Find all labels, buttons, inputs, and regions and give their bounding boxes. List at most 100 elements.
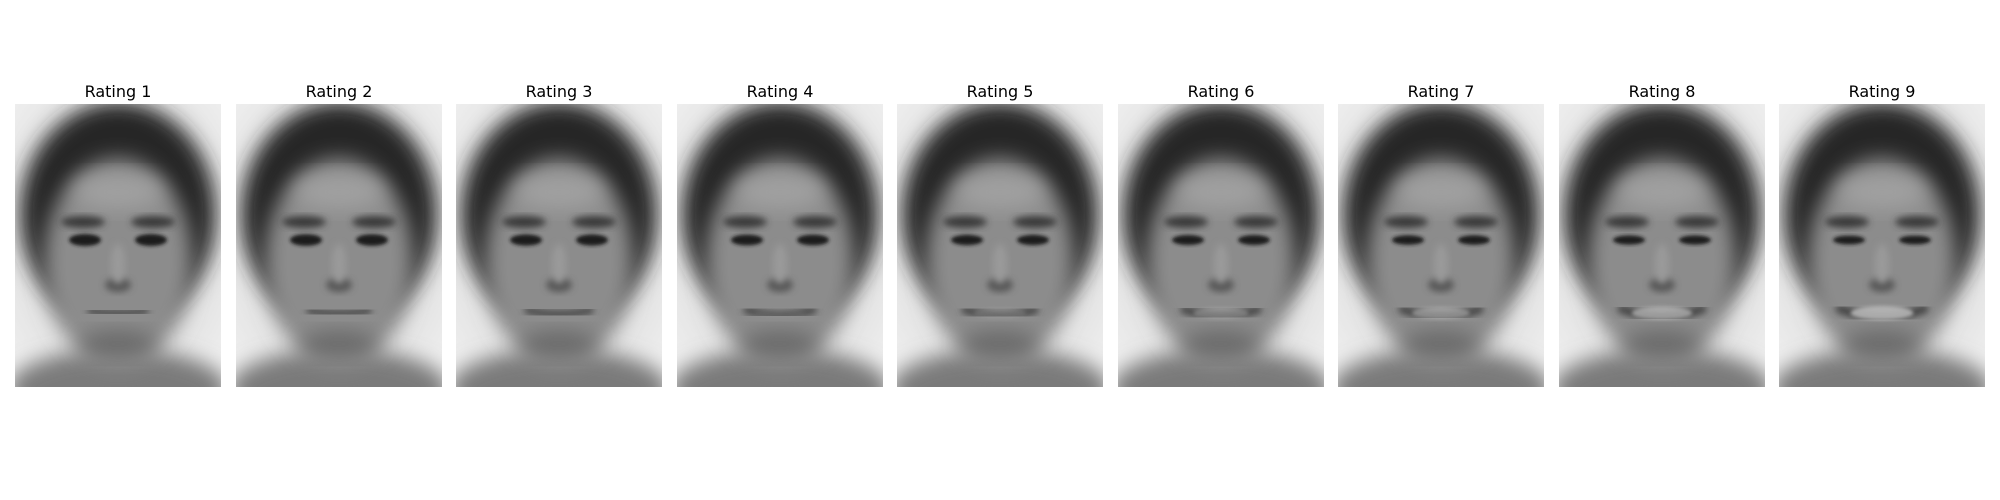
eye-shape [1458, 235, 1490, 245]
average-face-image [1559, 104, 1765, 387]
panel-rating-9: Rating 9 [1779, 80, 1985, 387]
panel-title: Rating 4 [746, 82, 814, 101]
panel-title: Rating 5 [966, 82, 1034, 101]
brow-shadow [1825, 216, 1869, 228]
average-face-image [1118, 104, 1324, 387]
brow-shadow [1234, 216, 1278, 228]
nose-shadow [326, 278, 352, 292]
eye-shape [1679, 235, 1711, 245]
brow-shadow [1454, 216, 1498, 228]
average-face-image [15, 104, 221, 387]
eye-shape [510, 234, 542, 246]
eye-shape [951, 234, 983, 246]
brow-shadow [572, 216, 616, 228]
eye-shape [290, 234, 322, 246]
chin-shadow [299, 330, 379, 358]
panel-rating-1: Rating 1 [15, 80, 221, 387]
panel-rating-5: Rating 5 [897, 80, 1103, 387]
teeth-highlight [1193, 307, 1249, 319]
forehead-highlight [295, 174, 383, 210]
shoulders-shadow [15, 349, 221, 387]
average-face-image [236, 104, 442, 387]
nose-bridge [1214, 244, 1228, 284]
nose-bridge [111, 244, 125, 284]
shoulders-shadow [456, 349, 662, 387]
shoulders-shadow [677, 349, 883, 387]
nose-bridge [1655, 244, 1669, 284]
panel-rating-8: Rating 8 [1559, 80, 1765, 387]
mouth-shape [87, 308, 149, 316]
panel-rating-6: Rating 6 [1118, 80, 1324, 387]
nose-shadow [1428, 278, 1454, 292]
brow-shadow [352, 216, 396, 228]
panel-title: Rating 8 [1628, 82, 1696, 101]
nose-shadow [1208, 278, 1234, 292]
eye-shape [1613, 235, 1645, 245]
average-face-image [1779, 104, 1985, 387]
panel-title: Rating 9 [1848, 82, 1916, 101]
shoulders-shadow [1779, 349, 1985, 387]
shoulders-shadow [897, 349, 1103, 387]
brow-shadow [1384, 216, 1428, 228]
nose-shadow [767, 278, 793, 292]
eye-shape [1017, 234, 1049, 246]
brow-shadow [282, 216, 326, 228]
nose-bridge [332, 244, 346, 284]
teeth-highlight [1850, 306, 1914, 320]
eye-shape [797, 234, 829, 246]
brow-shadow [131, 216, 175, 228]
panel-rating-2: Rating 2 [236, 80, 442, 387]
teeth-highlight [1631, 306, 1693, 320]
panel-rating-4: Rating 4 [677, 80, 883, 387]
nose-shadow [105, 278, 131, 292]
forehead-highlight [515, 174, 603, 210]
eye-shape [1899, 235, 1931, 245]
panel-title: Rating 7 [1407, 82, 1475, 101]
brow-shadow [793, 216, 837, 228]
nose-shadow [1649, 278, 1675, 292]
chin-shadow [78, 330, 158, 358]
nose-shadow [1869, 278, 1895, 292]
eye-shape [135, 234, 167, 246]
forehead-highlight [1177, 174, 1265, 210]
forehead-highlight [74, 174, 162, 210]
nose-bridge [1434, 244, 1448, 284]
brow-shadow [1605, 216, 1649, 228]
nose-bridge [1875, 244, 1889, 284]
average-face-image [677, 104, 883, 387]
chin-shadow [1842, 330, 1922, 358]
forehead-highlight [1618, 174, 1706, 210]
average-face-image [456, 104, 662, 387]
shoulders-shadow [1559, 349, 1765, 387]
forehead-highlight [956, 174, 1044, 210]
teeth-highlight [973, 308, 1027, 318]
forehead-highlight [1397, 174, 1485, 210]
eye-shape [576, 234, 608, 246]
brow-shadow [1164, 216, 1208, 228]
chin-shadow [740, 330, 820, 358]
panel-rating-3: Rating 3 [456, 80, 662, 387]
chin-shadow [960, 330, 1040, 358]
shoulders-shadow [1338, 349, 1544, 387]
mouth-shape [306, 307, 372, 317]
chin-shadow [1181, 330, 1261, 358]
forehead-highlight [736, 174, 824, 210]
eye-shape [731, 234, 763, 246]
nose-bridge [552, 244, 566, 284]
eye-shape [1392, 235, 1424, 245]
chin-shadow [519, 330, 599, 358]
brow-shadow [1675, 216, 1719, 228]
eye-shape [356, 234, 388, 246]
brow-shadow [1895, 216, 1939, 228]
mouth-shape [524, 307, 594, 318]
panel-title: Rating 6 [1187, 82, 1255, 101]
panel-title: Rating 1 [84, 82, 152, 101]
nose-shadow [987, 278, 1013, 292]
panel-title: Rating 2 [305, 82, 373, 101]
average-face-image [1338, 104, 1544, 387]
teeth-highlight [1412, 307, 1470, 319]
eye-shape [69, 234, 101, 246]
nose-bridge [993, 244, 1007, 284]
chin-shadow [1622, 330, 1702, 358]
